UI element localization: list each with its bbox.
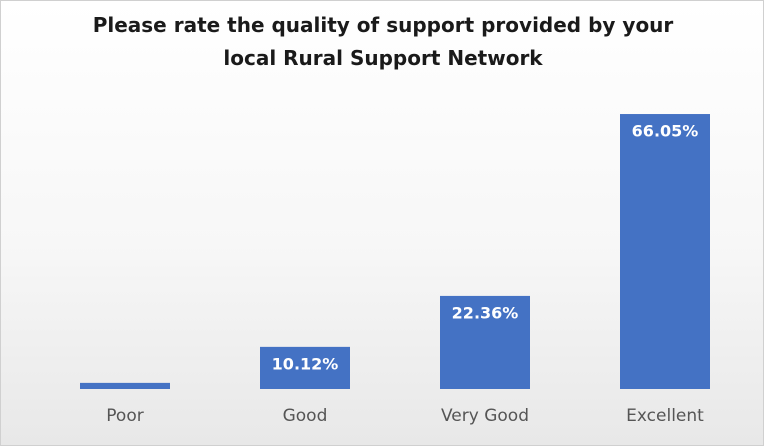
bar [260,346,350,389]
value-label: 66.05% [632,122,699,141]
bar [440,295,530,389]
value-label: 22.36% [452,303,519,322]
chart-title: Please rate the quality of support provi… [92,13,674,70]
bar [80,382,170,389]
x-tick-label: Very Good [441,406,529,426]
bar [620,114,710,390]
value-label: 10.12% [272,354,339,373]
x-tick-label: Poor [106,406,143,426]
x-tick-label: Good [283,406,328,426]
x-tick-label: Excellent [626,406,704,426]
